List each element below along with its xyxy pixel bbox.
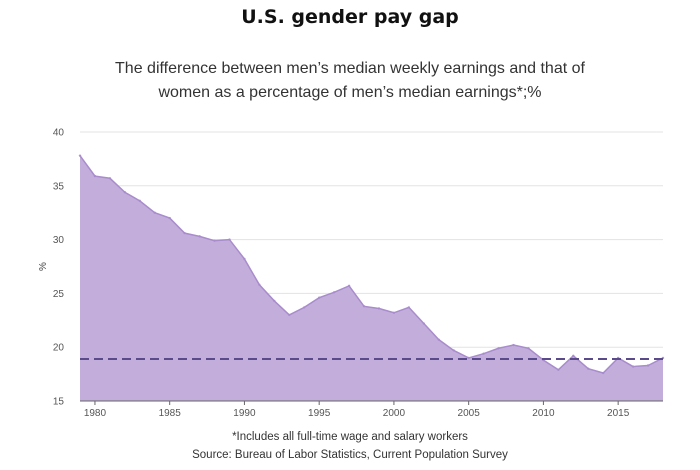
x-tick-label: 2015 [607, 408, 630, 419]
data-point [123, 191, 127, 194]
data-point [303, 306, 306, 309]
x-tick-label: 2005 [458, 408, 481, 419]
x-tick-label: 1995 [308, 408, 331, 419]
data-point [317, 296, 321, 299]
data-point [452, 349, 455, 352]
x-tick-label: 1985 [159, 408, 182, 419]
x-tick-label: 2000 [383, 408, 406, 419]
data-point [512, 343, 515, 347]
data-point [362, 305, 366, 308]
data-point [467, 356, 470, 360]
y-tick-label: 15 [53, 397, 65, 408]
data-point [527, 347, 530, 350]
y-tick-label: 30 [53, 235, 65, 246]
data-point [258, 283, 261, 286]
y-tick-label: 35 [53, 181, 65, 192]
data-point [332, 291, 336, 294]
data-point [347, 284, 351, 288]
y-tick-label: 25 [53, 289, 65, 300]
data-point [78, 154, 82, 157]
data-point [377, 307, 381, 310]
x-tick-label: 1990 [233, 408, 256, 419]
data-point [138, 199, 141, 203]
data-point [631, 365, 635, 368]
data-point [183, 231, 186, 235]
data-point [437, 338, 440, 341]
data-point [557, 368, 560, 371]
area-series [80, 155, 663, 401]
data-point [273, 299, 276, 303]
data-point [198, 235, 201, 238]
y-axis-label: % [38, 262, 49, 271]
data-point [153, 211, 156, 214]
data-point [168, 216, 171, 220]
data-point [646, 364, 650, 367]
data-point [243, 257, 246, 261]
data-point [407, 306, 411, 309]
x-tick-label: 2010 [532, 408, 555, 419]
chart-title: U.S. gender pay gap [241, 6, 459, 28]
area-series-line [79, 155, 664, 374]
data-point [213, 239, 216, 242]
x-tick-label: 1980 [84, 408, 107, 419]
data-point [288, 313, 291, 317]
data-point [572, 354, 575, 358]
chart-footnote: *Includes all full-time wage and salary … [232, 431, 468, 443]
data-point [228, 238, 231, 241]
data-point [392, 311, 396, 314]
data-point [422, 322, 426, 325]
data-point [482, 352, 485, 355]
data-point [587, 367, 590, 370]
data-point [602, 371, 605, 375]
chart-source: Source: Bureau of Labor Statistics, Curr… [192, 449, 508, 461]
data-point [93, 174, 97, 178]
data-point [497, 347, 500, 350]
chart-subtitle: The difference between men’s median week… [115, 60, 585, 101]
y-tick-label: 40 [53, 128, 65, 139]
y-tick-label: 20 [53, 343, 65, 354]
data-point [108, 177, 112, 180]
